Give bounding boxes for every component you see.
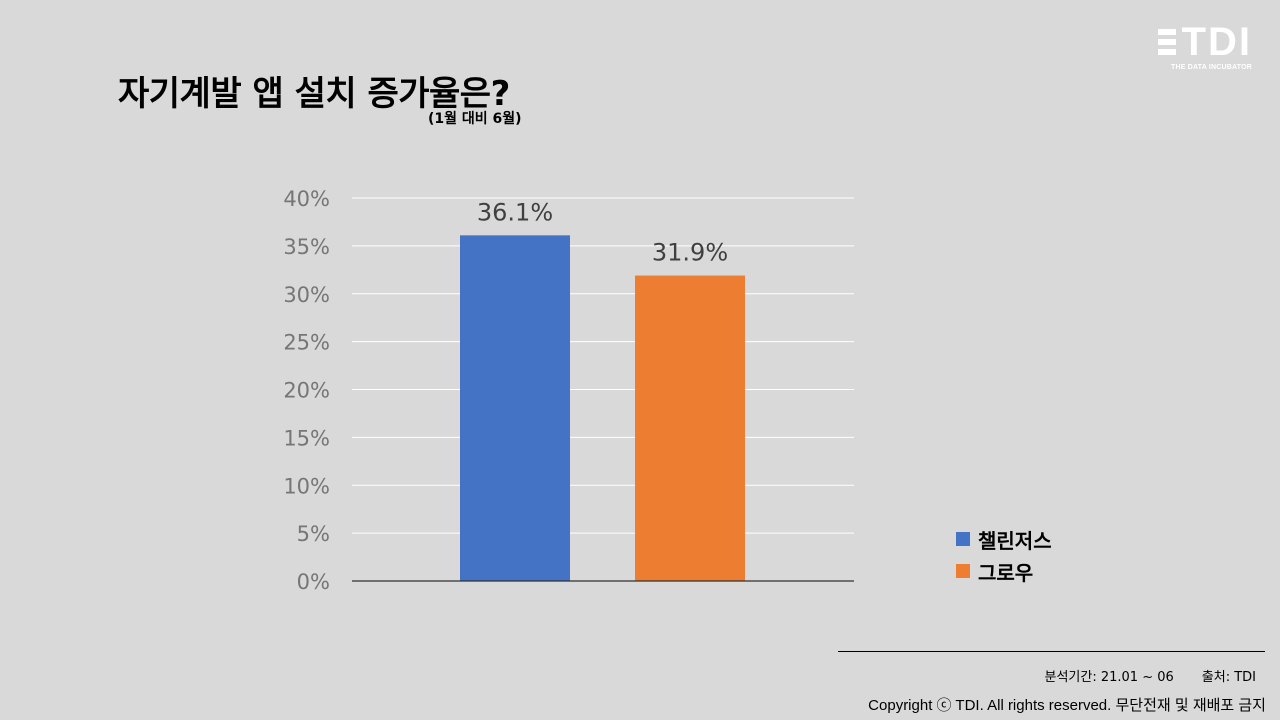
page-title: 자기계발 앱 설치 증가율은? <box>118 74 510 114</box>
analysis-period: 분석기간: 21.01 ~ 06 <box>1044 670 1174 685</box>
y-tick-label: 35% <box>283 235 330 259</box>
legend-label-challengers: 챌린저스 <box>978 528 1052 553</box>
bar-challengers <box>460 235 570 581</box>
y-tick-label: 25% <box>283 331 330 355</box>
chart-legend: 챌린저스 그로우 <box>956 523 1052 587</box>
y-tick-label: 40% <box>283 187 330 211</box>
y-tick-label: 30% <box>283 283 330 307</box>
footer-meta: 분석기간: 21.01 ~ 06 출처: TDI <box>1045 666 1257 685</box>
y-tick-label: 0% <box>297 570 330 594</box>
logo-text: TDI <box>1181 20 1252 64</box>
y-tick-label: 20% <box>283 379 330 403</box>
tdi-logo: TDI THE DATA INCUBATOR <box>1132 22 1252 71</box>
data-label: 36.1% <box>477 198 553 226</box>
bar-grow <box>635 275 745 581</box>
data-source: 출처: TDI <box>1201 670 1256 685</box>
y-tick-label: 5% <box>297 522 330 546</box>
logo-tagline: THE DATA INCUBATOR <box>1171 64 1252 71</box>
legend-label-grow: 그로우 <box>978 560 1034 585</box>
footer-divider <box>838 651 1265 652</box>
logo-bars-icon <box>1157 29 1176 55</box>
copyright-notice: Copyright ⓒ TDI. All rights reserved. 무단… <box>868 697 1266 714</box>
data-label: 31.9% <box>652 239 728 267</box>
legend-swatch-challengers <box>956 532 970 546</box>
y-tick-label: 10% <box>283 474 330 498</box>
legend-swatch-grow <box>956 564 970 578</box>
page-subtitle: (1월 대비 6월) <box>428 111 522 127</box>
legend-item-challengers: 챌린저스 <box>956 523 1052 555</box>
logo-mark: TDI <box>1132 22 1252 62</box>
legend-item-grow: 그로우 <box>956 555 1052 587</box>
y-tick-label: 15% <box>283 426 330 450</box>
